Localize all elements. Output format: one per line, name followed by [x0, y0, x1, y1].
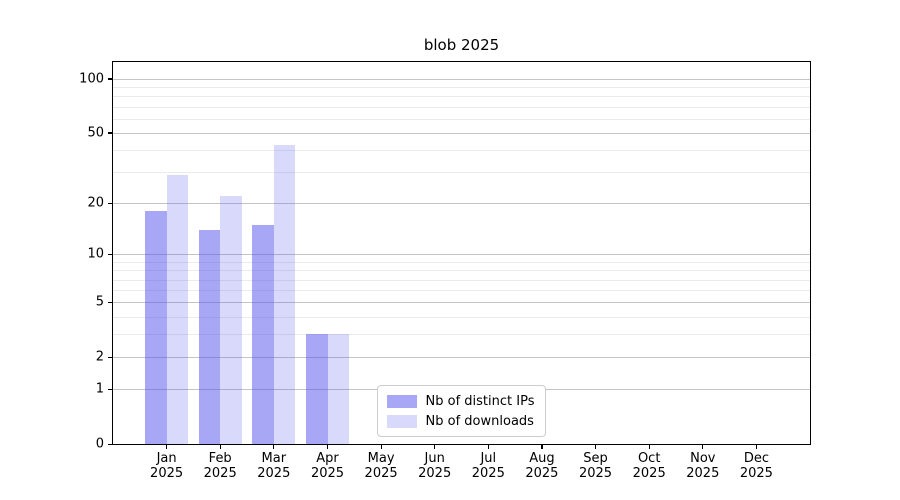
bar-nb-of-downloads-apr	[327, 334, 349, 444]
y-tick-5	[108, 301, 113, 303]
x-tick-dec	[755, 444, 758, 449]
y-tick-label-5: 5	[95, 294, 104, 310]
x-tick-label-jul: Jul 2025	[471, 451, 505, 481]
x-tick-may	[380, 444, 382, 449]
y-gridline-minor-8	[113, 270, 810, 272]
y-gridline-minor-70	[113, 106, 810, 108]
y-tick-label-100: 100	[79, 71, 104, 87]
legend-swatch-distinct-ips	[386, 394, 417, 408]
y-tick-100	[108, 78, 113, 80]
x-tick-label-sep: Sep 2025	[578, 451, 613, 481]
y-gridline-minor-80	[113, 96, 810, 98]
x-tick-label-jun: Jun 2025	[418, 451, 452, 481]
y-tick-label-1: 1	[95, 381, 104, 397]
y-gridline-major-100	[113, 78, 810, 80]
bar-nb-of-distinct-ips-mar	[252, 224, 274, 444]
legend-label-downloads: Nb of downloads	[425, 413, 534, 429]
x-tick-mar	[273, 444, 275, 449]
legend: Nb of distinct IPs Nb of downloads	[376, 385, 547, 437]
y-gridline-major-10	[113, 254, 810, 256]
x-tick-label-apr: Apr 2025	[310, 451, 345, 481]
y-gridline-minor-40	[113, 150, 810, 152]
y-tick-10	[108, 253, 113, 255]
x-tick-feb	[219, 444, 221, 449]
x-tick-sep	[595, 444, 597, 449]
y-tick-label-2: 2	[95, 349, 104, 365]
y-gridline-minor-7	[113, 279, 810, 281]
y-tick-label-10: 10	[87, 246, 104, 262]
y-tick-2	[108, 356, 113, 358]
x-tick-label-mar: Mar 2025	[257, 451, 291, 481]
x-tick-jan	[166, 444, 168, 449]
y-gridline-major-20	[113, 203, 810, 205]
y-tick-50	[108, 132, 113, 134]
legend-item-distinct-ips: Nb of distinct IPs	[386, 392, 535, 410]
x-tick-apr	[327, 444, 329, 449]
x-tick-oct	[648, 444, 650, 449]
legend-label-distinct-ips: Nb of distinct IPs	[425, 393, 535, 409]
bar-nb-of-distinct-ips-feb	[198, 229, 221, 444]
y-gridline-major-50	[113, 132, 810, 134]
bar-nb-of-distinct-ips-jan	[145, 211, 167, 444]
y-gridline-minor-30	[113, 172, 810, 174]
x-tick-label-nov: Nov 2025	[686, 451, 720, 481]
bar-nb-of-downloads-mar	[273, 144, 296, 444]
y-gridline-minor-9	[113, 261, 810, 263]
plot-area: Nb of distinct IPs Nb of downloads	[112, 61, 811, 445]
legend-item-downloads: Nb of downloads	[386, 412, 535, 430]
bar-nb-of-distinct-ips-apr	[306, 334, 328, 444]
y-gridline-major-5	[113, 302, 810, 304]
x-tick-label-feb: Feb 2025	[203, 451, 237, 481]
y-gridline-minor-3	[113, 334, 810, 336]
x-tick-label-oct: Oct 2025	[632, 451, 666, 481]
y-tick-label-0: 0	[95, 436, 104, 452]
y-tick-1	[108, 388, 113, 390]
y-tick-label-50: 50	[87, 125, 104, 141]
x-tick-aug	[541, 444, 543, 449]
x-tick-jun	[434, 444, 436, 449]
x-tick-label-dec: Dec 2025	[739, 451, 773, 481]
x-tick-label-jan: Jan 2025	[150, 451, 184, 481]
y-gridline-minor-60	[113, 118, 810, 120]
bar-nb-of-downloads-feb	[220, 195, 242, 444]
y-tick-label-20: 20	[87, 195, 104, 211]
legend-swatch-downloads	[386, 414, 417, 428]
y-gridline-major-2	[113, 357, 810, 359]
x-tick-nov	[702, 444, 704, 449]
y-gridline-minor-90	[113, 87, 810, 89]
y-tick-0	[108, 443, 113, 445]
y-gridline-minor-4	[113, 316, 810, 318]
bar-nb-of-downloads-jan	[166, 174, 189, 444]
x-tick-label-aug: Aug 2025	[525, 451, 559, 481]
y-gridline-minor-6	[113, 290, 810, 291]
x-tick-label-may: May 2025	[364, 451, 398, 481]
chart-title: blob 2025	[423, 36, 500, 54]
y-tick-20	[108, 202, 113, 204]
x-tick-jul	[487, 444, 489, 449]
